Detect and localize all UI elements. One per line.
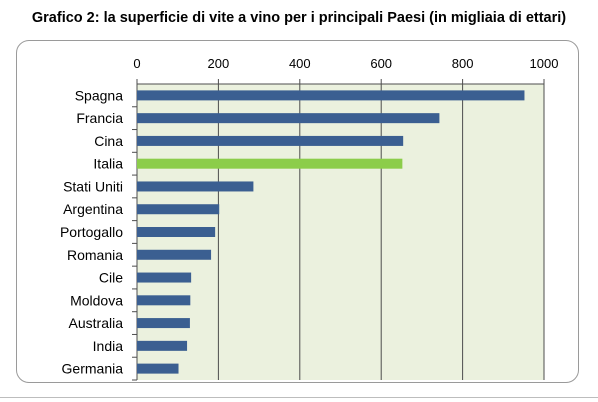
x-tick-label: 800 — [452, 56, 474, 71]
bar-moldova — [137, 295, 191, 306]
category-label: Francia — [76, 110, 123, 126]
bar-india — [137, 340, 188, 351]
x-tick-label: 600 — [370, 56, 392, 71]
category-label: Spagna — [75, 87, 123, 103]
bar-stati-uniti — [137, 181, 254, 192]
bar-spagna — [137, 90, 525, 101]
category-label: Portogallo — [60, 224, 123, 240]
bar-cile — [137, 272, 192, 283]
category-label: Australia — [69, 315, 124, 331]
chart-title: Grafico 2: la superficie di vite a vino … — [31, 10, 567, 26]
category-label: Cile — [99, 270, 123, 286]
bar-cina — [137, 135, 404, 146]
category-label: India — [93, 338, 124, 354]
page-divider — [0, 397, 598, 398]
bar-germania — [137, 363, 179, 374]
category-label: Germania — [62, 361, 124, 377]
bar-argentina — [137, 204, 220, 215]
x-tick-label: 1000 — [530, 56, 559, 71]
bar-francia — [137, 113, 440, 124]
category-label: Romania — [67, 247, 123, 263]
category-label: Italia — [93, 156, 123, 172]
category-label: Cina — [94, 133, 123, 149]
category-label: Stati Uniti — [63, 178, 123, 194]
category-label: Moldova — [70, 292, 123, 308]
bar-romania — [137, 249, 212, 260]
bar-portogallo — [137, 227, 216, 237]
bar-italia — [137, 158, 403, 169]
bar-australia — [137, 318, 190, 329]
category-label: Argentina — [63, 201, 123, 217]
x-tick-label: 0 — [133, 56, 140, 71]
x-tick-label: 200 — [208, 56, 230, 71]
x-tick-label: 400 — [289, 56, 311, 71]
